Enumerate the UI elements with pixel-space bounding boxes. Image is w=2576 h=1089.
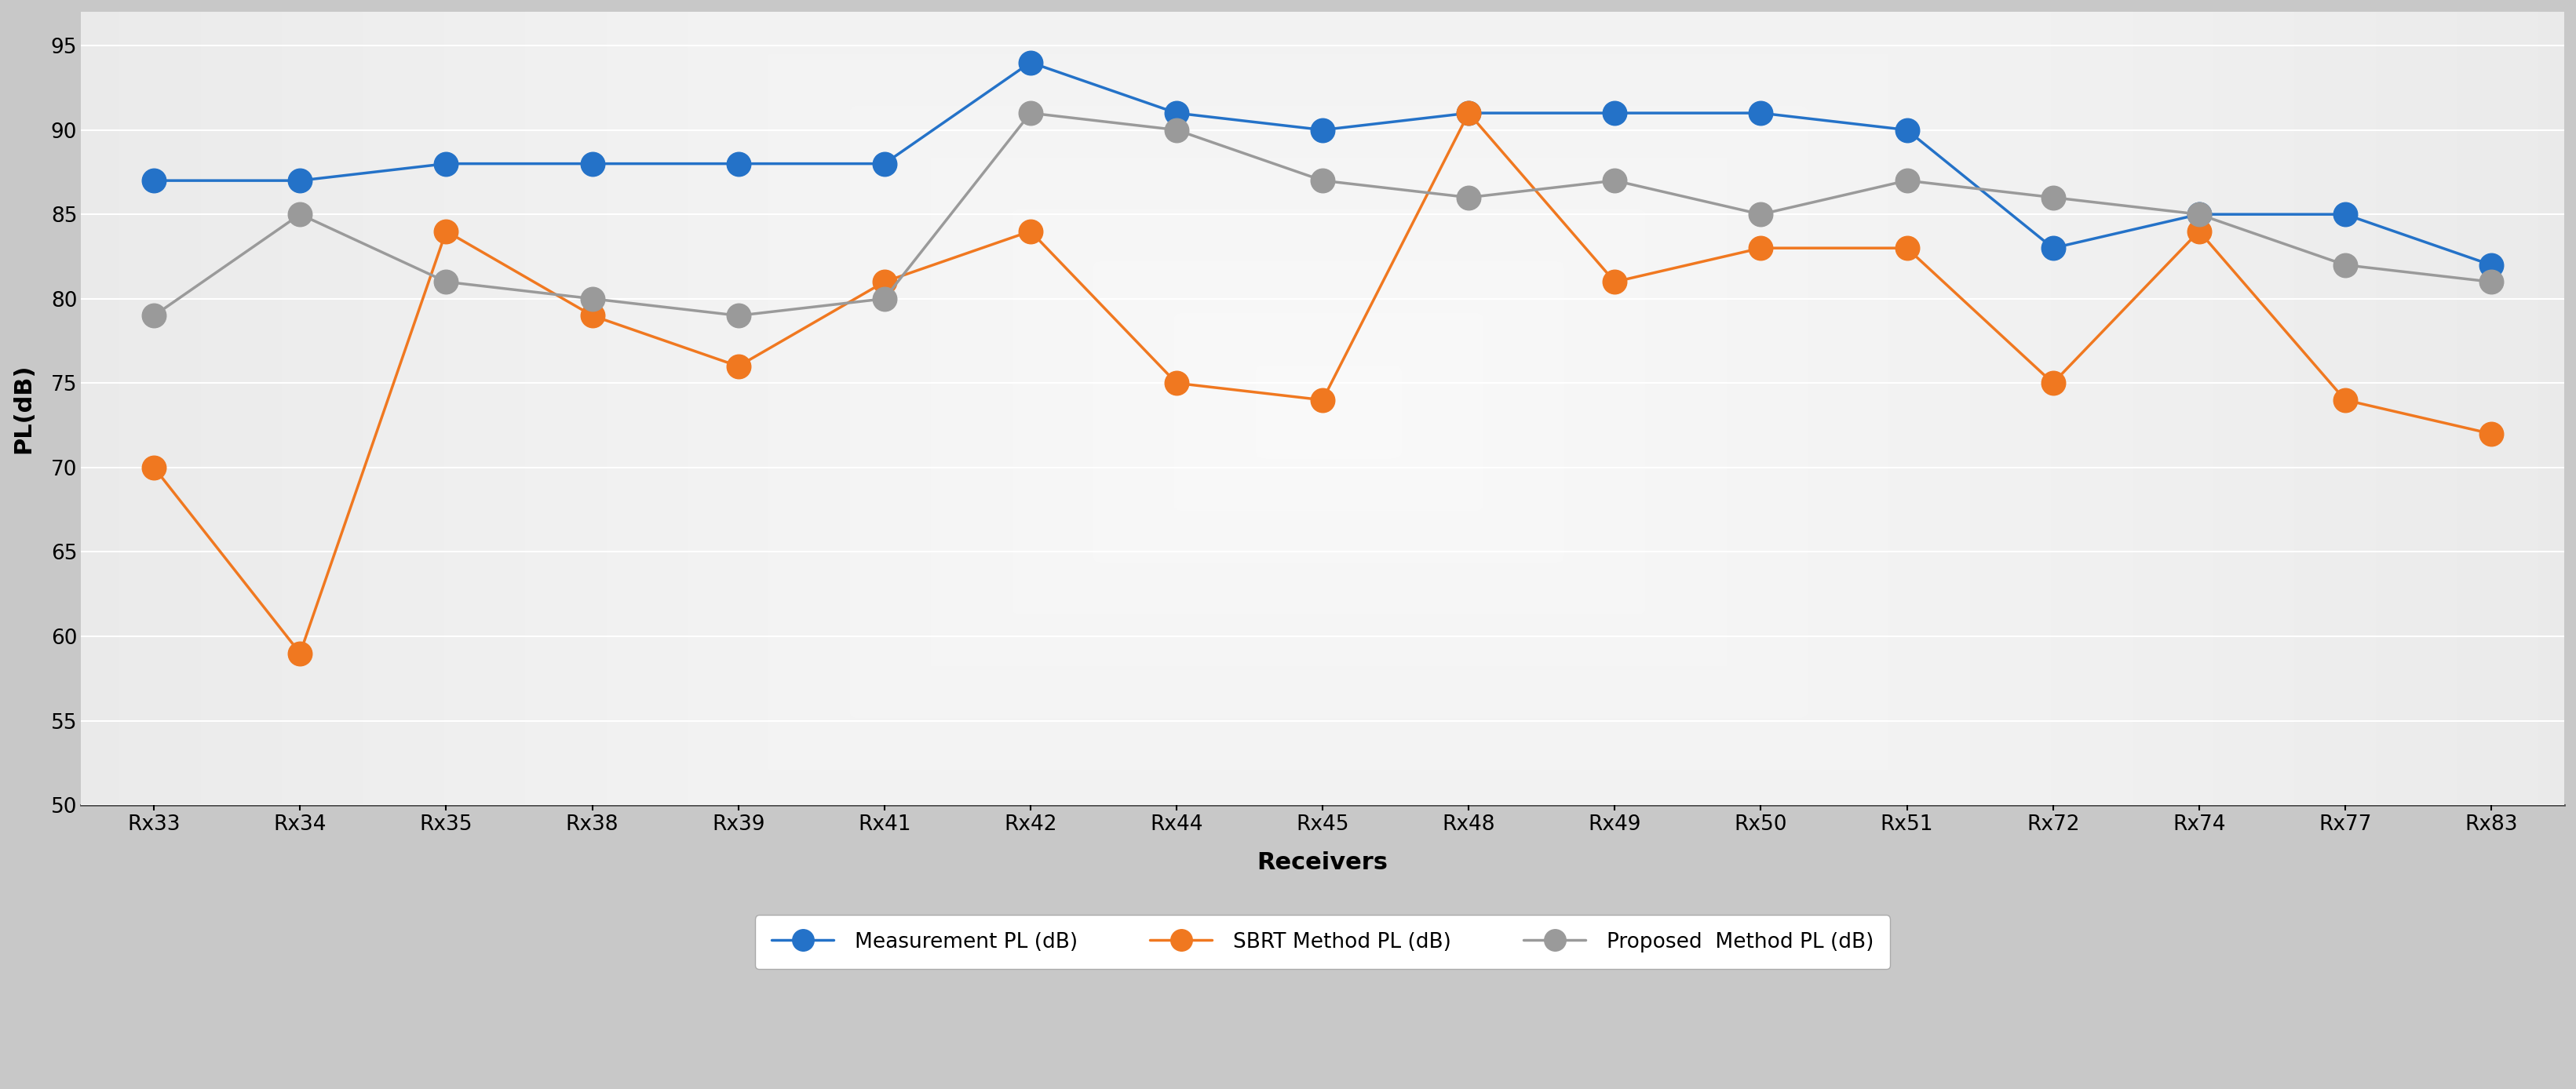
SBRT Method PL (dB) <box>1015 224 1046 237</box>
SBRT Method PL (dB) <box>1162 377 1193 390</box>
SBRT Method PL (dB) <box>430 224 461 237</box>
SBRT Method PL (dB) <box>577 309 608 322</box>
Measurement PL (dB) <box>1306 123 1337 136</box>
Measurement PL (dB) <box>1015 56 1046 69</box>
Proposed  Method PL (dB) <box>1891 174 1922 187</box>
Measurement PL (dB) <box>1891 123 1922 136</box>
Measurement PL (dB) <box>1162 107 1193 120</box>
SBRT Method PL (dB) <box>2038 377 2069 390</box>
Measurement PL (dB) <box>724 157 755 170</box>
Measurement PL (dB) <box>577 157 608 170</box>
X-axis label: Receivers: Receivers <box>1257 852 1388 873</box>
Proposed  Method PL (dB) <box>2329 258 2360 271</box>
Legend: Measurement PL (dB), SBRT Method PL (dB), Proposed  Method PL (dB): Measurement PL (dB), SBRT Method PL (dB)… <box>755 915 1891 969</box>
Y-axis label: PL(dB): PL(dB) <box>13 364 33 453</box>
Proposed  Method PL (dB) <box>1453 191 1484 204</box>
Line: SBRT Method PL (dB): SBRT Method PL (dB) <box>142 101 2504 665</box>
Proposed  Method PL (dB) <box>1306 174 1337 187</box>
SBRT Method PL (dB) <box>868 276 899 289</box>
SBRT Method PL (dB) <box>1747 242 1777 255</box>
Proposed  Method PL (dB) <box>2184 208 2215 221</box>
Measurement PL (dB) <box>430 157 461 170</box>
Measurement PL (dB) <box>2038 242 2069 255</box>
SBRT Method PL (dB) <box>1453 107 1484 120</box>
Proposed  Method PL (dB) <box>2476 276 2506 289</box>
Measurement PL (dB) <box>139 174 170 187</box>
SBRT Method PL (dB) <box>2184 224 2215 237</box>
Line: Measurement PL (dB): Measurement PL (dB) <box>142 50 2504 277</box>
Proposed  Method PL (dB) <box>1600 174 1631 187</box>
SBRT Method PL (dB) <box>2329 393 2360 406</box>
Proposed  Method PL (dB) <box>1015 107 1046 120</box>
Line: Proposed  Method PL (dB): Proposed Method PL (dB) <box>142 101 2504 328</box>
Proposed  Method PL (dB) <box>430 276 461 289</box>
Measurement PL (dB) <box>2476 258 2506 271</box>
Proposed  Method PL (dB) <box>1747 208 1777 221</box>
Measurement PL (dB) <box>868 157 899 170</box>
Proposed  Method PL (dB) <box>286 208 317 221</box>
Measurement PL (dB) <box>2184 208 2215 221</box>
Measurement PL (dB) <box>2329 208 2360 221</box>
SBRT Method PL (dB) <box>1600 276 1631 289</box>
Proposed  Method PL (dB) <box>724 309 755 322</box>
SBRT Method PL (dB) <box>1891 242 1922 255</box>
Measurement PL (dB) <box>286 174 317 187</box>
Proposed  Method PL (dB) <box>139 309 170 322</box>
Proposed  Method PL (dB) <box>868 292 899 305</box>
Proposed  Method PL (dB) <box>1162 123 1193 136</box>
Proposed  Method PL (dB) <box>2038 191 2069 204</box>
SBRT Method PL (dB) <box>1306 393 1337 406</box>
SBRT Method PL (dB) <box>286 647 317 660</box>
SBRT Method PL (dB) <box>724 359 755 372</box>
Measurement PL (dB) <box>1453 107 1484 120</box>
Proposed  Method PL (dB) <box>577 292 608 305</box>
SBRT Method PL (dB) <box>2476 427 2506 440</box>
Measurement PL (dB) <box>1600 107 1631 120</box>
SBRT Method PL (dB) <box>139 461 170 474</box>
Measurement PL (dB) <box>1747 107 1777 120</box>
